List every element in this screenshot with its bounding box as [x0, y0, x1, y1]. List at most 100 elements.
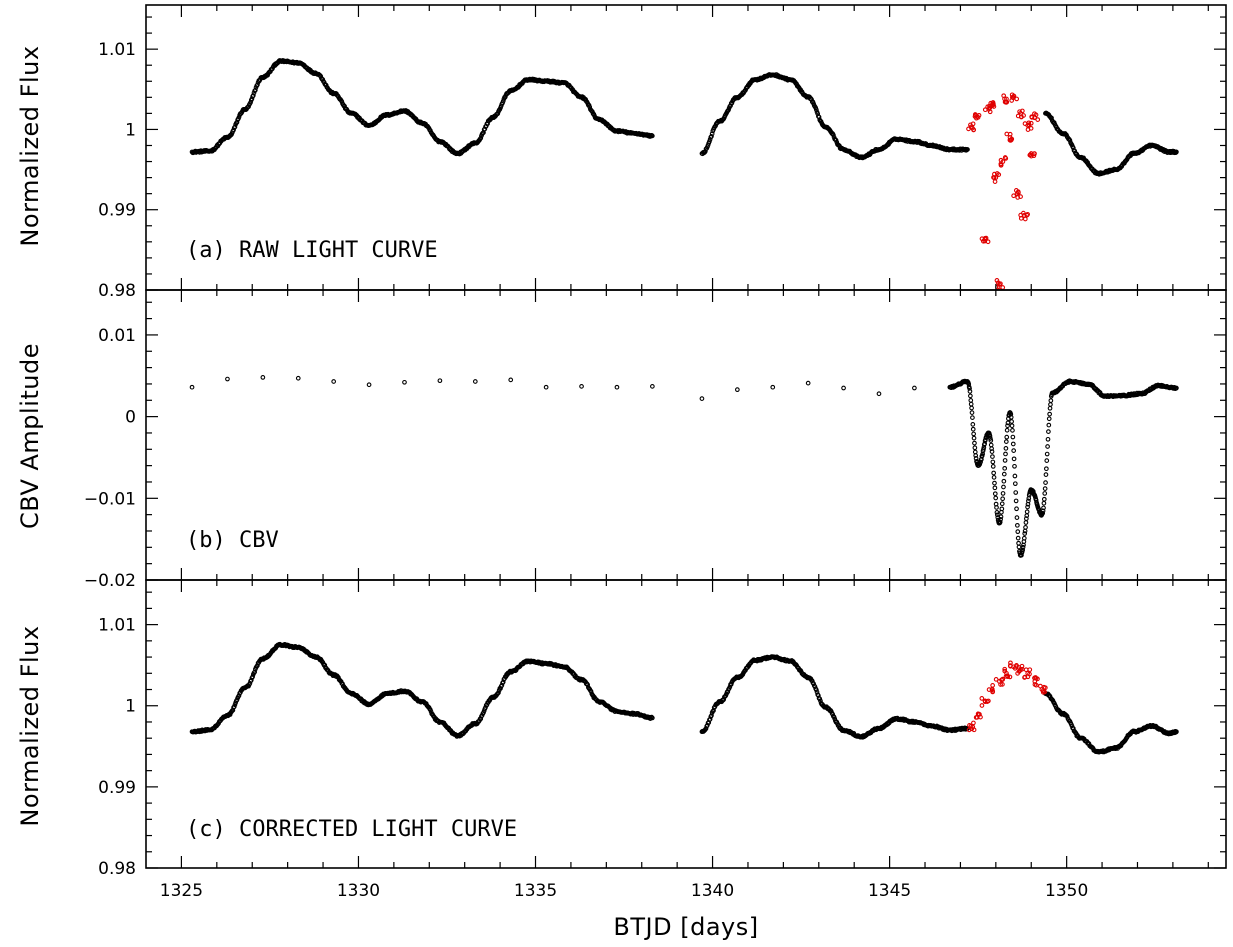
y-tick-label: 0: [125, 408, 136, 428]
flagged-data-point: [1026, 120, 1032, 126]
normal-data-point: [968, 393, 973, 399]
normal-data-point: [649, 132, 655, 138]
flagged-data-point: [1033, 682, 1039, 688]
normal-data-point: [990, 454, 995, 459]
normal-data-point: [614, 384, 620, 390]
normal-data-point: [225, 376, 230, 382]
normal-data-point: [366, 382, 372, 388]
normal-data-point: [970, 422, 976, 427]
normal-data-point: [972, 440, 977, 446]
normal-data-point: [990, 459, 996, 465]
normal-data-point: [1012, 481, 1018, 487]
flagged-data-point: [998, 157, 1004, 163]
flagged-data-point: [982, 238, 988, 244]
normal-data-point: [189, 384, 195, 390]
flagged-data-point: [1022, 674, 1028, 680]
normal-data-point: [1011, 448, 1017, 453]
normal-data-point: [1014, 506, 1019, 512]
panel-b-points: [189, 375, 1179, 558]
normal-data-point: [295, 375, 301, 381]
normal-data-point: [967, 386, 972, 391]
normal-data-point: [988, 442, 994, 448]
normal-data-point: [841, 385, 846, 391]
flagged-data-point: [984, 699, 990, 704]
panel-b-y-axis-label: CBV Amplitude: [16, 343, 44, 529]
normal-data-point: [1014, 515, 1020, 520]
flagged-data-point: [1026, 122, 1032, 128]
flagged-data-point: [982, 698, 988, 704]
normal-data-point: [250, 674, 255, 680]
normal-data-point: [876, 391, 882, 397]
normal-data-point: [1005, 423, 1010, 429]
flagged-data-point: [1002, 96, 1007, 102]
normal-data-point: [991, 475, 997, 480]
y-tick-label: 0.98: [98, 859, 136, 879]
normal-data-point: [991, 470, 997, 476]
normal-data-point: [993, 495, 999, 501]
normal-data-point: [1044, 451, 1050, 457]
normal-data-point: [964, 147, 970, 152]
normal-data-point: [989, 446, 994, 451]
normal-data-point: [579, 384, 584, 389]
normal-data-point: [250, 93, 256, 98]
flagged-data-point: [1027, 667, 1033, 673]
flagged-data-point: [970, 121, 976, 127]
normal-data-point: [1009, 423, 1015, 429]
flagged-data-point: [990, 683, 995, 688]
normal-data-point: [998, 514, 1004, 520]
normal-data-point: [813, 687, 819, 693]
normal-data-point: [992, 491, 998, 497]
normal-data-point: [1042, 486, 1048, 491]
normal-data-point: [260, 375, 266, 380]
normal-data-point: [1023, 516, 1029, 522]
normal-data-point: [1041, 496, 1047, 502]
normal-data-point: [968, 401, 974, 407]
flagged-data-point: [970, 724, 976, 730]
normal-data-point: [255, 82, 260, 88]
normal-data-point: [990, 464, 996, 469]
flagged-data-point: [1020, 108, 1025, 114]
normal-data-point: [1010, 434, 1016, 440]
normal-data-point: [969, 405, 974, 411]
normal-data-point: [977, 461, 983, 467]
flagged-data-point: [985, 104, 991, 110]
normal-data-point: [1004, 427, 1010, 433]
y-tick-label: 0.01: [98, 326, 136, 346]
normal-data-point: [912, 385, 917, 391]
normal-data-point: [1042, 491, 1048, 496]
normal-data-point: [1047, 405, 1053, 411]
normal-data-point: [987, 433, 993, 439]
flagged-data-point: [1022, 121, 1028, 126]
flagged-data-point: [1017, 109, 1022, 115]
normal-data-point: [1045, 444, 1050, 449]
normal-data-point: [1016, 540, 1021, 546]
panel-b-ticks: −0.02 −0.01 0 0.01: [84, 290, 1226, 591]
y-tick-label: 0.98: [98, 281, 136, 301]
flagged-data-point: [1038, 683, 1043, 689]
normal-data-point: [232, 124, 238, 130]
normal-data-point: [997, 519, 1003, 525]
x-tick-label: 1335: [514, 881, 557, 901]
normal-data-point: [972, 445, 978, 451]
flagged-data-point: [1042, 685, 1048, 691]
x-tick-label: 1345: [868, 881, 911, 901]
normal-data-point: [1024, 509, 1030, 515]
normal-data-point: [988, 436, 993, 441]
normal-data-point: [707, 139, 712, 144]
normal-data-point: [1047, 411, 1052, 417]
normal-data-point: [1043, 472, 1049, 477]
normal-data-point: [1013, 490, 1019, 495]
flagged-data-point: [1032, 151, 1037, 156]
y-tick-label: 0.99: [98, 778, 136, 798]
normal-data-point: [968, 398, 974, 403]
normal-data-point: [1004, 434, 1010, 440]
flagged-data-point: [979, 236, 985, 242]
normal-data-point: [1046, 416, 1052, 422]
normal-data-point: [1044, 466, 1049, 472]
flagged-data-point: [966, 126, 971, 132]
flagged-data-point: [1015, 671, 1020, 676]
flagged-data-point: [1016, 190, 1021, 196]
flagged-data-point: [993, 677, 999, 682]
normal-data-point: [970, 415, 975, 420]
